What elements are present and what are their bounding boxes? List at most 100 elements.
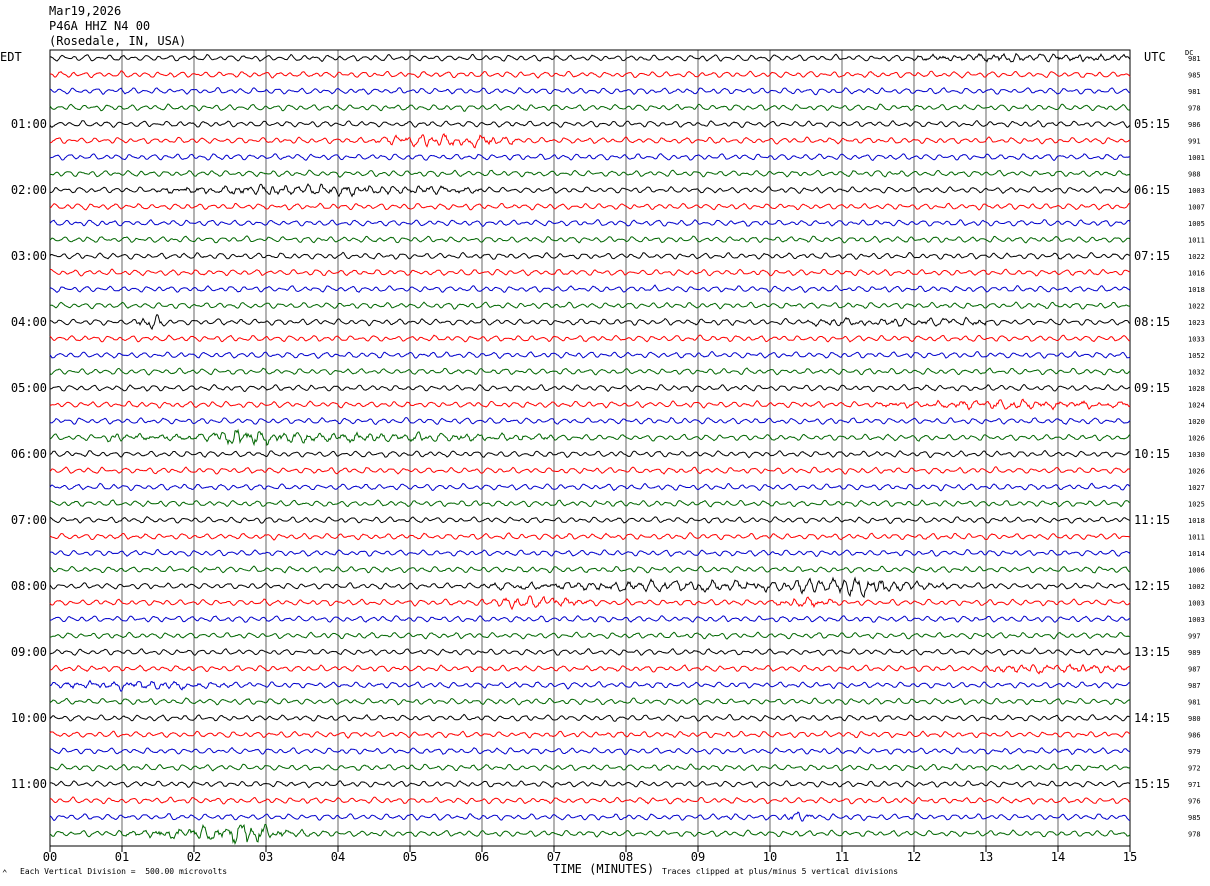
left-hour-label: 04:00 [11,315,47,329]
dc-offset-label: 1011 [1188,237,1205,245]
right-hour-label: 05:15 [1134,117,1170,131]
trace-line-21 [49,398,1131,411]
trace-line-6 [49,153,1131,162]
dc-offset-label: 1018 [1188,286,1205,294]
dc-offset-label: 978 [1188,105,1201,113]
trace-line-1 [49,70,1131,79]
left-timezone-label: EDT [0,50,22,64]
x-tick-label: 09 [691,850,705,864]
grid-lines [49,49,1131,852]
dc-offset-label: 1032 [1188,369,1205,377]
dc-offset-label: 981 [1188,55,1201,63]
dc-offset-label: 987 [1188,666,1201,674]
dc-offset-label: 991 [1188,138,1201,146]
left-hour-label: 09:00 [11,645,47,659]
trace-line-44 [50,779,1131,789]
trace-line-8 [49,183,1131,198]
dc-offset-label: 1026 [1188,468,1205,476]
dc-offset-label: 1033 [1188,336,1205,344]
dc-offset-label: 985 [1188,72,1201,80]
dc-offset-label: 1007 [1188,204,1205,212]
dc-offset-label: 971 [1188,781,1201,789]
right-hour-label: 06:15 [1134,183,1170,197]
dc-offset-label: 1003 [1188,187,1205,195]
trace-line-14 [49,284,1131,294]
trace-line-31 [49,565,1131,574]
trace-line-9 [49,202,1131,211]
dc-offset-label: 1001 [1188,154,1205,162]
trace-line-23 [49,428,1131,447]
dc-offset-label: 988 [1188,171,1201,179]
right-hour-label: 12:15 [1134,579,1170,593]
trace-line-13 [49,268,1131,277]
dc-offset-label: 1020 [1188,418,1205,426]
left-hour-label: 11:00 [11,777,47,791]
trace-line-5 [49,133,1131,149]
right-hour-label: 15:15 [1134,777,1170,791]
dc-offset-label: 985 [1188,814,1201,822]
trace-line-15 [49,301,1131,310]
dc-offset-label: 1005 [1188,220,1205,228]
trace-line-30 [49,548,1131,557]
dc-offset-label: 1018 [1188,517,1205,525]
x-tick-label: 02 [187,850,201,864]
dc-offset-label: 997 [1188,633,1201,641]
x-tick-label: 08 [619,850,633,864]
left-hour-label: 01:00 [11,117,47,131]
x-tick-label: 06 [475,850,489,864]
right-hour-label: 07:15 [1134,249,1170,263]
right-timezone-label: UTC [1144,50,1166,64]
left-hour-label: 03:00 [11,249,47,263]
dc-offset-label: 981 [1188,88,1201,96]
dc-offset-label: 1002 [1188,583,1205,591]
x-tick-label: 12 [907,850,921,864]
x-tick-label: 04 [331,850,345,864]
trace-line-20 [49,383,1131,393]
dc-offset-label: 1003 [1188,616,1205,624]
dc-offset-label: 1006 [1188,567,1205,575]
trace-line-47 [49,823,1131,846]
trace-line-40 [49,713,1131,722]
left-hour-label: 08:00 [11,579,47,593]
trace-line-4 [49,119,1131,129]
trace-line-39 [49,697,1131,706]
left-hour-label: 07:00 [11,513,47,527]
clip-note: Traces clipped at plus/minus 5 vertical … [662,867,899,876]
trace-line-42 [49,746,1131,756]
trace-line-0 [49,52,1131,63]
x-tick-label: 13 [979,850,993,864]
x-tick-label: 00 [43,850,57,864]
dc-offset-label: 1030 [1188,451,1205,459]
dc-offset-header: DC [1185,49,1194,57]
dc-offset-label: 1022 [1188,303,1205,311]
dc-offset-label: 1023 [1188,319,1205,327]
trace-line-36 [49,647,1131,656]
trace-line-3 [49,103,1131,112]
x-tick-label: 10 [763,850,777,864]
dc-offset-label: 1014 [1188,550,1205,558]
right-hour-label: 10:15 [1134,447,1170,461]
station-location: (Rosedale, IN, USA) [49,34,187,48]
trace-line-24 [49,449,1131,459]
dc-offset-label: 1028 [1188,385,1205,393]
x-tick-label: 11 [835,850,849,864]
dc-offset-label: 987 [1188,682,1201,690]
corner-mark-icon: ⌃ [2,869,8,879]
trace-line-37 [49,663,1131,675]
trace-line-26 [49,482,1131,492]
dc-offset-label: 1026 [1188,435,1205,443]
left-hour-label: 02:00 [11,183,47,197]
x-tick-label: 01 [115,850,129,864]
trace-line-45 [49,796,1131,805]
trace-line-28 [49,516,1131,524]
trace-line-17 [49,334,1130,343]
right-hour-label: 13:15 [1134,645,1170,659]
trace-line-34 [50,615,1131,623]
trace-lines [49,52,1131,846]
trace-line-41 [49,730,1131,739]
station-code: P46A HHZ N4 00 [49,19,151,33]
dc-offset-label: 1025 [1188,501,1205,509]
x-axis-title: TIME (MINUTES) [553,862,655,876]
right-hour-label: 14:15 [1134,711,1170,725]
